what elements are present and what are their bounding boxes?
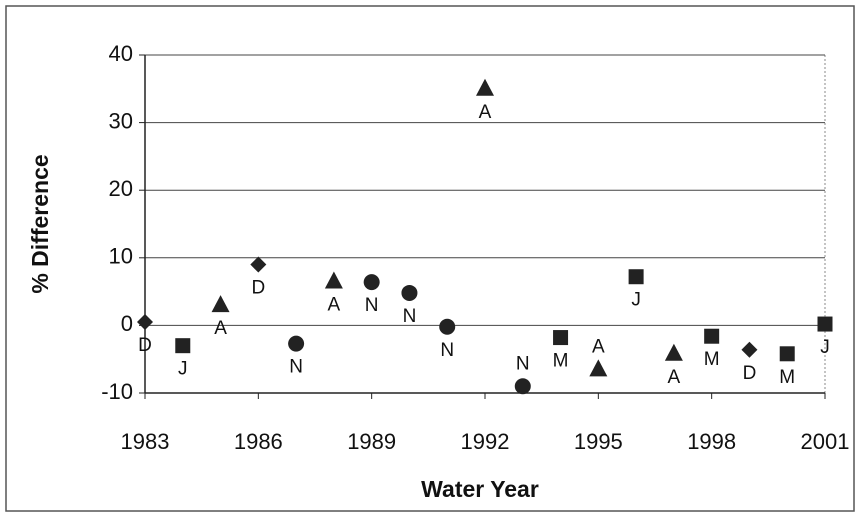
point — [704, 328, 720, 344]
x-tick-label: 1992 — [461, 429, 510, 454]
point — [589, 359, 608, 377]
y-tick-label: 0 — [121, 311, 133, 336]
point-label: J — [631, 290, 641, 311]
point — [741, 341, 758, 358]
point-label: J — [820, 337, 830, 358]
point — [553, 330, 569, 346]
y-tick-label: 10 — [109, 244, 133, 269]
point-label: A — [479, 102, 492, 123]
y-axis-title: % Difference — [27, 154, 53, 293]
point-label: N — [365, 295, 379, 316]
point — [211, 295, 230, 313]
y-tick-label: 40 — [109, 41, 133, 66]
point-label: N — [289, 357, 303, 378]
point-label: M — [704, 349, 720, 370]
point-label: N — [403, 306, 417, 327]
point — [175, 338, 191, 354]
y-tick-label: 30 — [109, 108, 133, 133]
x-axis-title: Water Year — [421, 476, 539, 502]
point-label: M — [553, 351, 569, 372]
point — [363, 274, 380, 291]
x-tick-label: 2001 — [801, 429, 850, 454]
point-label: D — [138, 335, 152, 356]
point-label: D — [251, 278, 265, 299]
point — [137, 314, 153, 331]
x-tick-label: 1995 — [574, 429, 623, 454]
point — [817, 316, 833, 332]
chart-frame — [5, 5, 855, 512]
point-label: M — [779, 367, 795, 388]
point — [514, 378, 531, 395]
x-tick-label: 1989 — [347, 429, 396, 454]
point — [324, 271, 343, 289]
point — [250, 256, 267, 273]
point — [288, 335, 305, 352]
y-tick-label: -10 — [101, 379, 133, 404]
point — [779, 346, 795, 362]
y-tick-label: 20 — [109, 176, 133, 201]
point-label: J — [178, 359, 188, 380]
x-tick-label: 1998 — [687, 429, 736, 454]
point-label: A — [668, 367, 681, 388]
point-label: A — [328, 294, 341, 315]
x-tick-label: 1983 — [121, 429, 170, 454]
point-label: N — [440, 340, 454, 361]
point-label: N — [516, 353, 530, 374]
point — [476, 78, 494, 96]
point — [439, 318, 456, 335]
point — [664, 343, 683, 361]
point-label: A — [592, 336, 605, 357]
x-tick-label: 1986 — [234, 429, 283, 454]
point-label: D — [743, 363, 757, 384]
point — [401, 284, 418, 301]
point-label: A — [214, 318, 227, 339]
point — [628, 269, 644, 285]
